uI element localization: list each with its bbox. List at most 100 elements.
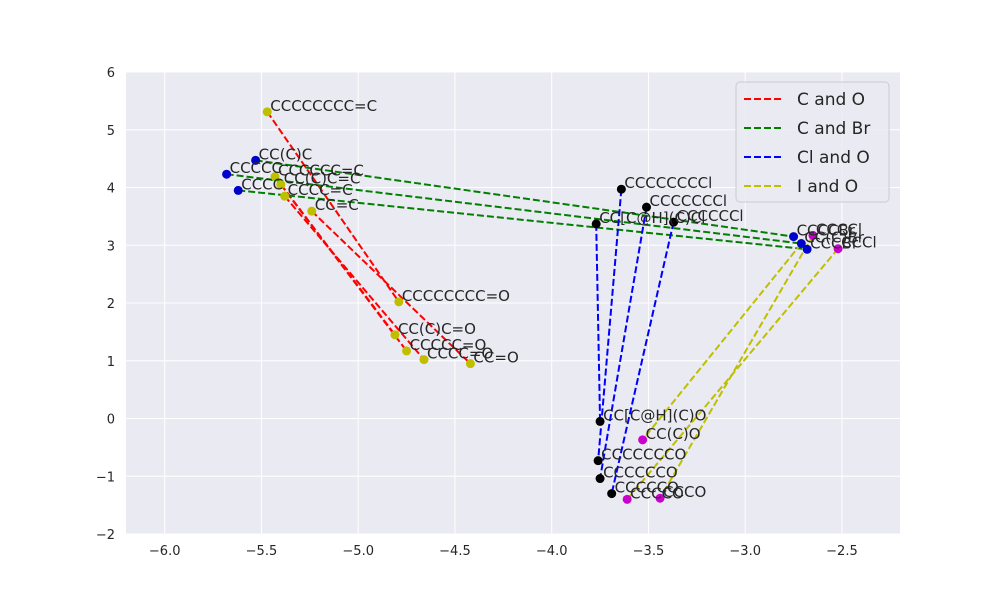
data-point — [276, 180, 286, 190]
y-tick-label: −2 — [96, 528, 115, 543]
data-point — [808, 230, 818, 240]
y-tick-label: 0 — [107, 413, 115, 428]
data-point — [419, 355, 429, 365]
legend-box — [735, 81, 890, 203]
data-point — [280, 191, 290, 201]
series-line — [238, 189, 808, 251]
data-point — [233, 185, 243, 195]
data-point — [789, 232, 799, 242]
y-tick-label: 6 — [107, 66, 115, 81]
x-tick-label: −3.0 — [729, 544, 761, 559]
series-line — [659, 234, 814, 499]
data-point — [262, 107, 272, 117]
data-label: CCCCCC=C — [278, 162, 364, 180]
x-tick-label: −3.5 — [633, 544, 665, 559]
data-label: CCCCCCCC=C — [270, 97, 377, 115]
data-point — [593, 456, 603, 466]
series-line — [610, 221, 675, 494]
data-label: CCCCC=O — [410, 336, 487, 354]
data-point — [796, 239, 806, 249]
x-tick-label: −2.5 — [826, 544, 858, 559]
y-tick-label: 5 — [107, 124, 115, 139]
data-label: CC=O — [473, 349, 518, 367]
data-point — [607, 489, 617, 499]
data-label: CCCCl — [816, 220, 862, 238]
data-label: CC(C)C — [259, 145, 313, 163]
data-label: CCCCBr — [797, 222, 856, 240]
data-label: CCCCCCO — [603, 464, 678, 482]
data-label: CCCCCCl — [677, 207, 744, 225]
data-point — [307, 206, 317, 216]
data-label: CC(C)C=O — [398, 320, 476, 338]
series-line — [226, 173, 802, 245]
data-point — [669, 217, 679, 227]
data-point — [642, 202, 652, 212]
data-points — [222, 107, 843, 504]
data-point — [655, 493, 665, 503]
data-point — [251, 155, 261, 165]
data-label: CCCCCCCO — [601, 446, 686, 464]
data-label: CC(C)Br — [804, 229, 864, 247]
data-label: CCCl — [841, 234, 877, 252]
data-point — [616, 184, 626, 194]
data-label: CCCCC — [230, 159, 282, 177]
y-tick-label: 4 — [107, 182, 115, 197]
data-point — [465, 359, 475, 369]
data-label: CC[C@H](C)Cl — [599, 209, 705, 227]
y-tick-label: −1 — [96, 470, 115, 485]
x-tick-label: −4.0 — [536, 544, 568, 559]
series-line — [255, 159, 794, 238]
series-line — [311, 210, 472, 365]
data-point — [802, 244, 812, 254]
series-line — [283, 195, 425, 361]
data-point — [394, 297, 404, 307]
x-tick-label: −6.0 — [149, 544, 181, 559]
y-tick-label: 1 — [107, 355, 115, 370]
data-label: CCCO — [663, 483, 706, 501]
y-tick-label: 3 — [107, 239, 115, 254]
data-label: CCCC — [241, 175, 283, 193]
x-tick-label: −5.0 — [342, 544, 374, 559]
data-point — [390, 330, 400, 340]
data-point — [591, 219, 601, 229]
data-label: CC(C)O — [646, 425, 701, 443]
legend-label: C and Br — [797, 119, 870, 139]
data-point — [595, 474, 605, 484]
series-line — [595, 223, 602, 422]
series-line — [641, 242, 803, 441]
data-label: CCCCCCCl — [650, 192, 727, 210]
y-tick-label: 2 — [107, 297, 115, 312]
data-label: CCCCCCCC=O — [402, 287, 510, 305]
data-point — [622, 494, 632, 504]
data-label: CCCCCO — [615, 479, 679, 497]
series-line — [599, 206, 648, 479]
data-point — [638, 435, 648, 445]
data-label: CC[C@H](C)O — [603, 406, 706, 424]
x-tick-label: −4.5 — [439, 544, 471, 559]
data-point — [595, 416, 605, 426]
data-label: CCCCO — [630, 484, 684, 502]
legend-label: I and O — [797, 177, 858, 197]
data-label: CCCCCCCCl — [624, 174, 712, 192]
x-tick-label: −5.5 — [246, 544, 278, 559]
series-lines — [226, 111, 839, 500]
data-point — [833, 244, 843, 254]
data-point — [270, 172, 280, 182]
data-label: CCCC=C — [288, 181, 353, 199]
legend: C and O C and Br Cl and O I and O — [735, 81, 890, 203]
series-line — [280, 184, 408, 352]
series-line — [597, 189, 623, 461]
y-axis-ticks: −2 −1 0 1 2 3 4 5 6 — [96, 66, 115, 543]
legend-label: Cl and O — [797, 148, 870, 168]
data-point — [402, 346, 412, 356]
series-line — [266, 111, 400, 303]
x-axis-ticks: −6.0 −5.5 −5.0 −4.5 −4.0 −3.5 −3.0 −2.5 — [149, 544, 858, 559]
legend-label: C and O — [797, 90, 865, 110]
data-label: CCCC=O — [427, 345, 493, 363]
series-line — [626, 248, 839, 500]
data-point — [222, 169, 232, 179]
data-label: CCCBr — [810, 234, 859, 252]
data-label: CC=C — [315, 196, 359, 214]
point-labels: CCCCCCCC=C CCCCCC=CCC(C)C=CCCCC=CCC=C CCCC… — [230, 97, 877, 503]
